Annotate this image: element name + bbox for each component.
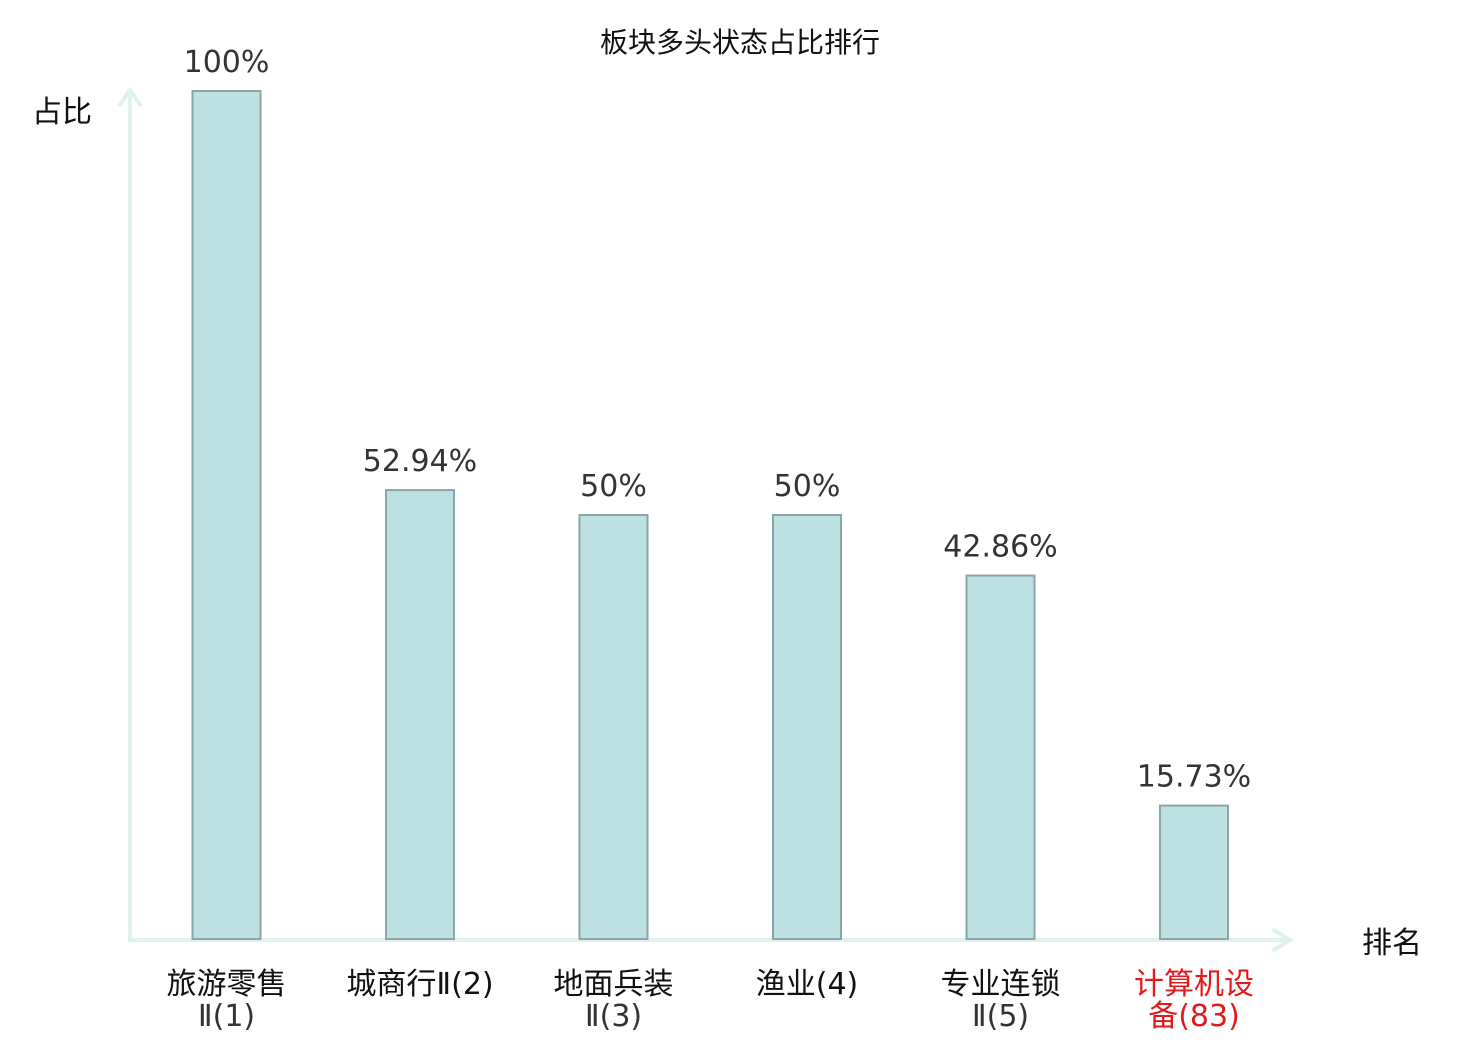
x-tick-label-line2: 备(83)	[1148, 999, 1240, 1034]
x-tick-label: 城商行Ⅱ(2)	[346, 967, 493, 1002]
bar	[385, 489, 455, 940]
x-tick-label-line1: 渔业(4)	[756, 967, 859, 1002]
x-tick-label: 旅游零售 Ⅱ(1)	[167, 967, 287, 1034]
x-axis-arrow-icon	[1270, 927, 1294, 953]
value-labels-group: 100% 52.94% 50% 50% 42.86% 15.73%	[184, 45, 1252, 795]
x-tick-label-line2: Ⅱ(5)	[972, 999, 1029, 1034]
bar-value-label: 52.94%	[363, 444, 477, 479]
x-tick-label: 渔业(4)	[756, 967, 859, 1002]
x-tick-label-line1: 旅游零售	[167, 967, 287, 1002]
chart-title: 板块多头状态占比排行	[600, 26, 880, 59]
bar-value-label: 42.86%	[943, 530, 1057, 565]
x-tick-label: 地面兵装 Ⅱ(3)	[554, 967, 674, 1034]
bar-value-label: 50%	[774, 469, 841, 504]
x-tick-label-line1: 城商行Ⅱ(2)	[346, 967, 493, 1002]
bar	[578, 514, 649, 940]
y-axis-label: 占比	[32, 95, 92, 130]
bar-value-label: 50%	[580, 469, 647, 504]
y-axis-arrow-icon	[117, 86, 143, 108]
x-tick-label: 计算机设备(83)	[1134, 967, 1254, 1034]
bar-value-label: 100%	[184, 45, 270, 80]
x-tick-label-line2: Ⅱ(1)	[198, 999, 255, 1034]
bar	[191, 90, 262, 940]
bar	[772, 514, 842, 940]
x-tick-label: 专业连锁 Ⅱ(5)	[941, 967, 1061, 1034]
bar	[965, 574, 1036, 940]
bars-group	[191, 90, 1229, 941]
bar-value-label: 15.73%	[1137, 760, 1251, 795]
x-tick-label-line1: 地面兵装	[554, 967, 674, 1002]
x-tick-label-line1: 专业连锁	[941, 967, 1061, 1002]
x-tick-label-line1: 计算机设	[1134, 967, 1254, 1002]
category-labels-group: 旅游零售 Ⅱ(1) 城商行Ⅱ(2) 地面兵装 Ⅱ(3) 渔业(4) 专业连锁 Ⅱ(5) 计算机设…	[167, 967, 1255, 1034]
bar	[1159, 804, 1229, 941]
x-tick-label-line2: Ⅱ(3)	[585, 999, 642, 1034]
x-axis-label: 排名	[1362, 926, 1422, 961]
